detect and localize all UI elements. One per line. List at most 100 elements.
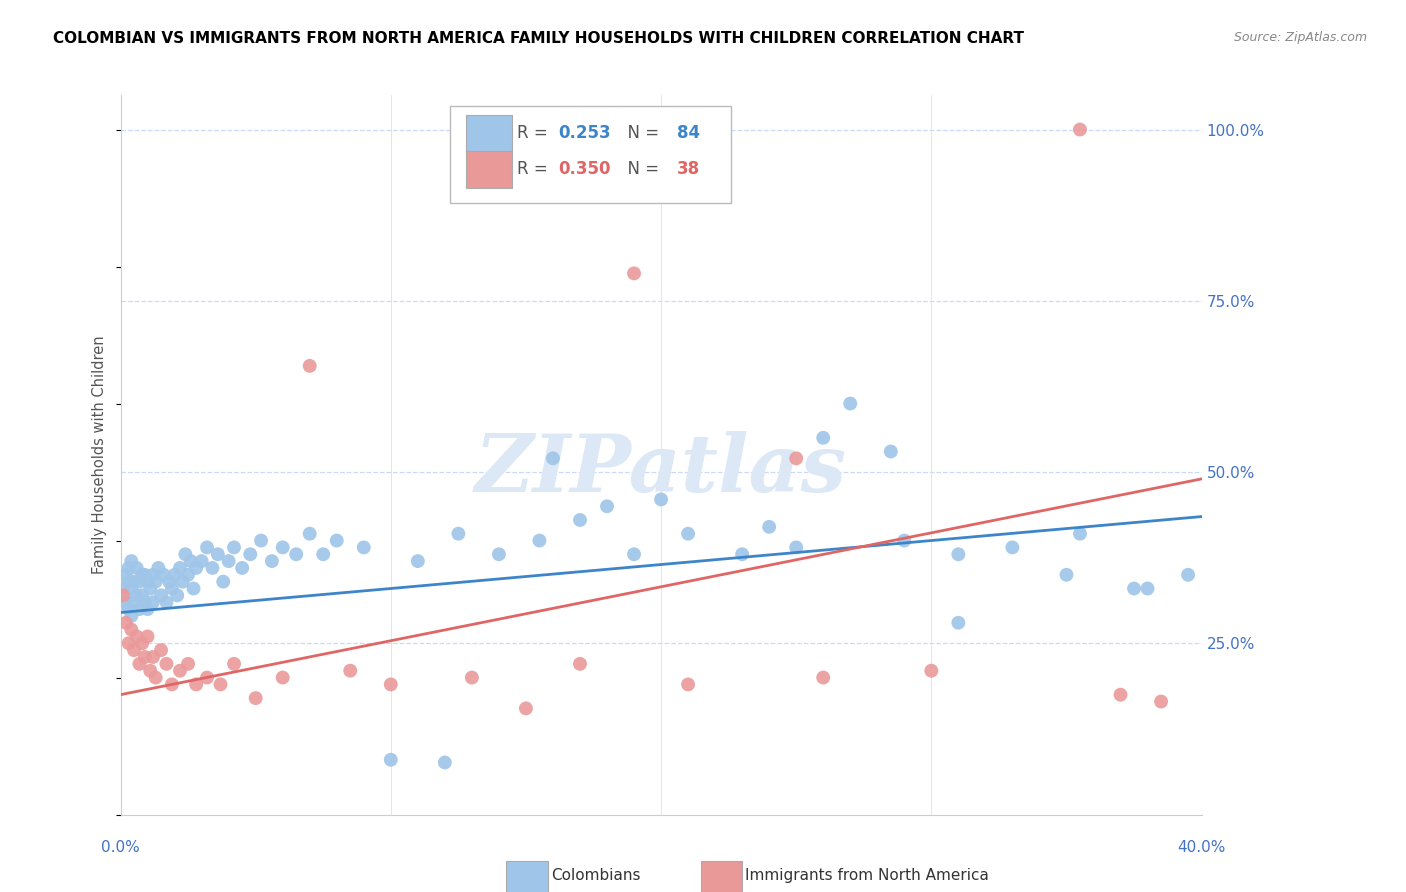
Point — [1177, 567, 1199, 582]
Point — [186, 677, 208, 691]
Point — [139, 582, 162, 596]
Point — [596, 500, 619, 514]
Point — [195, 671, 218, 685]
Point — [785, 451, 807, 466]
Point — [112, 588, 135, 602]
Point — [880, 444, 903, 458]
Point — [488, 547, 510, 561]
Point — [406, 554, 429, 568]
FancyBboxPatch shape — [467, 151, 512, 188]
Point — [131, 567, 153, 582]
Point — [298, 526, 321, 541]
Point — [157, 574, 180, 589]
Point — [131, 588, 153, 602]
Point — [298, 359, 321, 373]
Point — [131, 636, 153, 650]
Point — [117, 602, 139, 616]
Point — [117, 636, 139, 650]
Point — [125, 588, 148, 602]
Point — [380, 753, 402, 767]
Point — [569, 513, 592, 527]
Point — [134, 595, 156, 609]
Y-axis label: Family Households with Children: Family Households with Children — [93, 335, 107, 574]
Point — [948, 547, 970, 561]
Point — [134, 567, 156, 582]
Point — [136, 574, 159, 589]
Point — [177, 567, 200, 582]
Point — [122, 643, 145, 657]
Point — [1136, 582, 1159, 596]
Point — [529, 533, 551, 548]
Text: COLOMBIAN VS IMMIGRANTS FROM NORTH AMERICA FAMILY HOUSEHOLDS WITH CHILDREN CORRE: COLOMBIAN VS IMMIGRANTS FROM NORTH AMERI… — [53, 31, 1025, 46]
Point — [148, 561, 170, 575]
Point — [155, 595, 177, 609]
Point — [122, 574, 145, 589]
Point — [166, 588, 188, 602]
Point — [380, 677, 402, 691]
Point — [433, 756, 456, 770]
Point — [839, 396, 862, 410]
Point — [1056, 567, 1078, 582]
Text: 38: 38 — [678, 161, 700, 178]
Point — [120, 554, 142, 568]
Point — [353, 541, 375, 555]
Point — [142, 650, 165, 665]
FancyBboxPatch shape — [450, 106, 731, 203]
Point — [115, 595, 138, 609]
Point — [155, 657, 177, 671]
Point — [169, 561, 191, 575]
Point — [195, 541, 218, 555]
Point — [250, 533, 273, 548]
Point — [623, 266, 645, 280]
Point — [152, 567, 174, 582]
Point — [136, 602, 159, 616]
Point — [785, 541, 807, 555]
Text: N =: N = — [617, 161, 664, 178]
Point — [222, 541, 245, 555]
Point — [125, 561, 148, 575]
Point — [650, 492, 672, 507]
Text: 84: 84 — [678, 124, 700, 143]
Point — [136, 630, 159, 644]
Point — [169, 664, 191, 678]
Point — [150, 643, 173, 657]
Point — [1069, 526, 1091, 541]
Text: ZIPatlas: ZIPatlas — [475, 431, 848, 508]
Point — [174, 547, 197, 561]
Point — [145, 574, 167, 589]
Point — [271, 541, 294, 555]
Point — [1001, 541, 1024, 555]
Point — [172, 574, 194, 589]
Point — [271, 671, 294, 685]
Point — [948, 615, 970, 630]
Point — [120, 608, 142, 623]
Point — [120, 582, 142, 596]
Point — [731, 547, 754, 561]
FancyBboxPatch shape — [702, 861, 742, 892]
Point — [209, 677, 232, 691]
Text: Colombians: Colombians — [551, 868, 640, 883]
Point — [893, 533, 915, 548]
Point — [112, 582, 135, 596]
Point — [623, 547, 645, 561]
Point — [183, 582, 205, 596]
Point — [245, 691, 267, 706]
Point — [120, 623, 142, 637]
Point — [676, 677, 699, 691]
Point — [160, 582, 183, 596]
Text: Immigrants from North America: Immigrants from North America — [745, 868, 990, 883]
Point — [312, 547, 335, 561]
Point — [212, 574, 235, 589]
Point — [285, 547, 308, 561]
FancyBboxPatch shape — [506, 861, 547, 892]
Point — [1123, 582, 1146, 596]
Point — [758, 520, 780, 534]
Point — [115, 615, 138, 630]
Text: R =: R = — [517, 124, 554, 143]
Text: 40.0%: 40.0% — [1177, 839, 1226, 855]
Point — [201, 561, 224, 575]
Point — [139, 664, 162, 678]
Point — [1069, 122, 1091, 136]
Text: N =: N = — [617, 124, 664, 143]
Point — [461, 671, 484, 685]
